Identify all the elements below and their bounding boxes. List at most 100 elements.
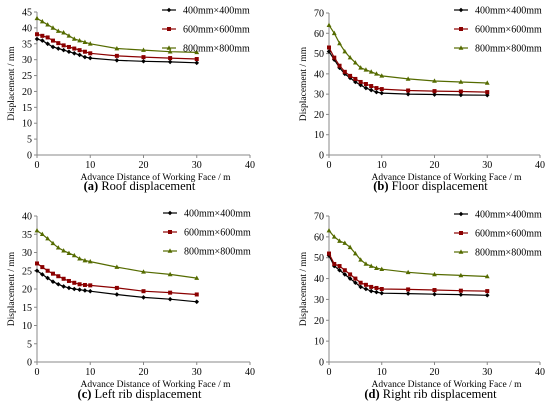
data-point (50, 271, 55, 276)
y-tick-label: 0 (319, 151, 324, 162)
data-point (347, 244, 353, 250)
data-point (326, 22, 332, 27)
data-point (353, 276, 358, 281)
data-point (77, 52, 82, 58)
series-2 (327, 251, 490, 294)
y-tick-label: 60 (314, 232, 324, 243)
data-point (34, 268, 40, 274)
data-point (485, 289, 490, 294)
data-point (66, 250, 72, 256)
data-point (50, 44, 56, 50)
data-point (87, 288, 93, 294)
data-point (194, 299, 200, 305)
data-point (71, 286, 77, 292)
data-point (167, 296, 173, 302)
legend-label: 600mm×600mm (183, 25, 250, 36)
data-point (432, 92, 437, 97)
x-tick-label: 10 (377, 160, 387, 171)
data-point (168, 56, 173, 61)
data-point (168, 290, 173, 295)
data-point (114, 58, 120, 63)
data-point (337, 264, 342, 269)
data-point (405, 91, 411, 97)
data-point (332, 55, 337, 60)
data-point (342, 69, 347, 74)
data-point (141, 55, 146, 60)
legend: 400mm×400mm 600mm×600mm 800mm×800mm (454, 6, 542, 55)
series-line (36, 230, 197, 279)
data-point (55, 245, 61, 250)
legend-label: 400mm×400mm (475, 6, 542, 17)
data-point (342, 48, 348, 54)
data-point (374, 289, 379, 295)
data-point (348, 73, 353, 78)
series-2 (35, 32, 199, 62)
data-point (114, 292, 120, 297)
series-3 (326, 22, 490, 85)
data-point (61, 47, 66, 53)
data-point (405, 76, 411, 81)
data-point (72, 46, 77, 51)
data-point (337, 238, 342, 243)
legend-label: 600mm×600mm (184, 228, 251, 239)
y-tick-label: 10 (22, 119, 32, 130)
data-point (458, 89, 463, 94)
data-point (379, 287, 384, 291)
data-point (141, 295, 146, 300)
data-point (194, 275, 200, 280)
data-point (39, 18, 45, 24)
panel-caption: (a) Roof displacement (84, 179, 196, 193)
x-axis-label: Advance Distance of Working Face / m (81, 172, 232, 183)
data-point (369, 284, 374, 289)
data-point (141, 269, 146, 274)
data-point (61, 248, 67, 253)
data-point (363, 82, 368, 86)
data-point (71, 252, 77, 258)
data-point (56, 46, 61, 51)
data-point (66, 44, 71, 49)
series-3 (34, 15, 200, 55)
data-point (358, 280, 363, 285)
data-point (368, 288, 374, 294)
y-tick-label: 20 (22, 285, 32, 296)
legend-marker (166, 45, 172, 50)
data-point (432, 78, 437, 83)
caption-letter: (d) (364, 387, 379, 401)
data-point (194, 292, 199, 297)
data-point (331, 234, 337, 239)
data-point (39, 231, 45, 237)
data-point (374, 71, 379, 76)
x-tick-label: 30 (192, 367, 202, 378)
data-point (194, 57, 199, 62)
legend-label: 400mm×400mm (183, 6, 250, 17)
y-tick-label: 0 (319, 358, 324, 369)
data-point (88, 51, 93, 56)
y-tick-label: 20 (314, 110, 324, 121)
x-tick-label: 20 (430, 160, 440, 171)
panel-caption: (b) Floor displacement (373, 179, 488, 193)
series-line (328, 24, 488, 84)
data-point (114, 45, 120, 51)
data-point (77, 287, 82, 293)
panel-caption: (d) Right rib displacement (364, 387, 497, 401)
data-point (405, 269, 411, 275)
data-point (71, 36, 77, 41)
data-point (358, 257, 364, 262)
y-tick-label: 20 (22, 87, 32, 98)
data-point (347, 276, 353, 281)
x-tick-label: 40 (245, 160, 255, 171)
y-tick-label: 60 (314, 29, 324, 40)
data-point (167, 59, 173, 65)
data-point (34, 36, 40, 42)
series-2 (327, 45, 490, 95)
legend: 400mm×400mm 600mm×600mm 800mm×800mm (454, 210, 542, 259)
panel-3: 0 5 10 15 20 25 30 35 40 0 10 20 30 40 Advance Distanc… (7, 209, 255, 402)
x-tick-label: 0 (327, 367, 332, 378)
data-point (61, 30, 67, 35)
y-tick-label: 40 (22, 23, 32, 34)
y-tick-label: 30 (314, 295, 324, 306)
data-point (363, 261, 369, 266)
data-point (331, 57, 337, 62)
data-point (432, 291, 437, 297)
